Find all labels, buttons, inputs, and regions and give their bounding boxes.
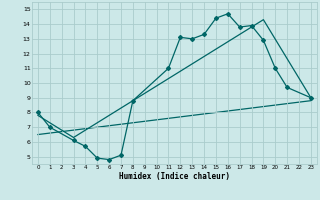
X-axis label: Humidex (Indice chaleur): Humidex (Indice chaleur) [119, 172, 230, 181]
